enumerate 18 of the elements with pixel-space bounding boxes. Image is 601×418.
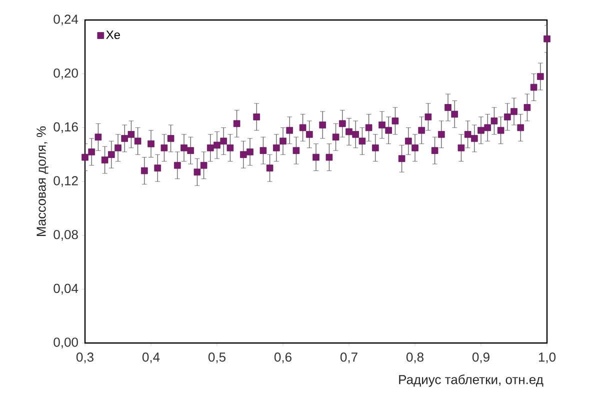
x-axis-title: Радиус таблетки, отн.ед: [399, 374, 544, 387]
y-axis-title: Массовая доля, %: [36, 126, 48, 236]
x-tick-label: 1,0: [538, 352, 556, 364]
x-tick-label: 0,4: [142, 352, 160, 364]
legend-label: Xe: [106, 30, 120, 40]
x-tick-label: 0,9: [472, 352, 490, 364]
y-tick-label: 0,24: [54, 14, 78, 26]
x-tick-label: 0,5: [208, 352, 226, 364]
x-tick-label: 0,7: [340, 352, 358, 364]
y-tick-label: 0,08: [54, 230, 78, 241]
x-tick-label: 0,6: [274, 352, 292, 364]
x-tick-label: 0,3: [76, 352, 94, 364]
y-tick-label: 0,04: [54, 284, 78, 295]
y-tick-label: 0,16: [54, 122, 78, 134]
x-tick-label: 0,8: [406, 352, 424, 364]
y-tick-label: 0,20: [54, 68, 78, 80]
y-tick-label: 0,00: [54, 338, 78, 348]
y-tick-label: 0,12: [54, 176, 78, 187]
